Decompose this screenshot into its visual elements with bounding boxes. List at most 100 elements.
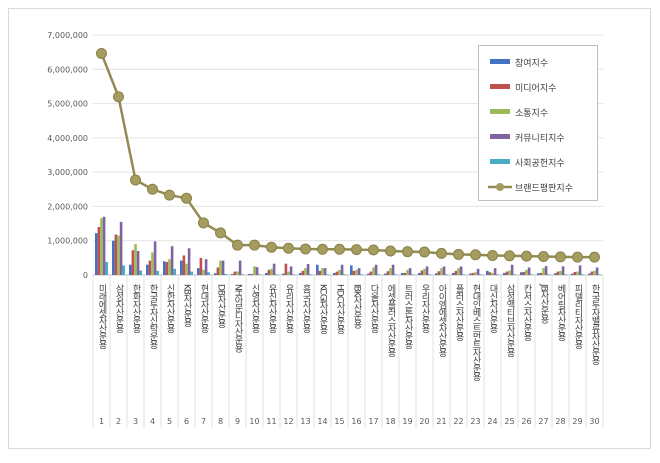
x-category-label: 트러스톤자산운용 — [403, 284, 413, 349]
line-point — [164, 189, 175, 201]
bar-소통지수 — [542, 268, 545, 275]
bar-소통지수 — [270, 268, 273, 275]
bar-미디어지수 — [335, 271, 339, 275]
line-point — [453, 248, 464, 260]
legend-swatch — [490, 134, 510, 139]
legend-swatch — [490, 84, 510, 89]
bar-소통지수 — [202, 269, 205, 275]
y-tick-label: 7,000,000 — [47, 31, 88, 40]
x-category-label: 유리자산운용 — [284, 284, 294, 333]
bar-참여지수 — [435, 273, 438, 275]
bar-소통지수 — [338, 269, 341, 275]
bar-미디어지수 — [420, 270, 424, 275]
legend-label: 미디어지수 — [515, 83, 556, 94]
line-point — [538, 250, 549, 262]
bar-커뮤니티지수 — [204, 259, 208, 275]
bar-사회공헌지수 — [105, 261, 108, 275]
y-tick-label: 4,000,000 — [47, 134, 88, 143]
bar-소통지수 — [321, 268, 324, 275]
x-category-label: 에셋플러스자산운용 — [386, 284, 396, 357]
bar-참여지수 — [95, 233, 98, 275]
bar-사회공헌지수 — [326, 274, 329, 275]
bar-참여지수 — [588, 273, 591, 275]
bar-소통지수 — [576, 271, 579, 275]
x-rank-label: 25 — [504, 417, 514, 426]
x-rank-label: 18 — [385, 417, 395, 426]
bar-커뮤니티지수 — [170, 246, 174, 275]
line-point — [589, 251, 600, 263]
bar-미디어지수 — [454, 270, 458, 275]
bar-사회공헌지수 — [258, 274, 261, 275]
x-category-label: NH아문디자산운용 — [233, 284, 243, 352]
bar-참여지수 — [418, 272, 421, 275]
bar-커뮤니티지수 — [323, 268, 327, 275]
bar-소통지수 — [559, 270, 562, 275]
bar-미디어지수 — [182, 255, 186, 275]
bar-소통지수 — [100, 218, 103, 275]
bar-소통지수 — [185, 263, 188, 275]
legend-label: 커뮤니티지수 — [515, 133, 565, 144]
bar-소통지수 — [389, 268, 392, 275]
bar-참여지수 — [197, 268, 200, 275]
x-rank-label: 4 — [150, 417, 155, 426]
bar-참여지수 — [316, 264, 319, 275]
line-point — [249, 239, 260, 251]
bar-소통지수 — [287, 271, 290, 275]
bar-미디어지수 — [437, 271, 441, 275]
x-rank-label: 1 — [99, 417, 104, 426]
bar-사회공헌지수 — [309, 274, 312, 275]
bar-사회공헌지수 — [224, 273, 227, 275]
x-category-label: 신한자산운용 — [165, 284, 175, 333]
bar-커뮤니티지수 — [527, 267, 531, 275]
bar-사회공헌지수 — [513, 274, 516, 275]
line-point — [572, 251, 583, 263]
legend-box — [478, 45, 598, 201]
bar-커뮤니티지수 — [272, 263, 276, 275]
legend-label: 사회공헌지수 — [515, 158, 565, 169]
bar-사회공헌지수 — [122, 265, 125, 275]
x-rank-label: 12 — [283, 417, 293, 426]
x-rank-label: 2 — [116, 417, 121, 426]
bar-사회공헌지수 — [292, 274, 295, 275]
y-tick-label: 3,000,000 — [47, 168, 88, 177]
bar-소통지수 — [134, 244, 137, 275]
legend-marker — [496, 183, 504, 191]
bar-커뮤니티지수 — [476, 268, 480, 275]
bar-참여지수 — [333, 272, 336, 275]
bar-사회공헌지수 — [445, 274, 448, 275]
legend-label: 참여지수 — [515, 57, 548, 69]
x-rank-label: 11 — [266, 417, 276, 426]
x-category-label: DB자산운용 — [216, 284, 226, 328]
x-category-label: 베어링자산운용 — [556, 284, 566, 341]
bar-미디어지수 — [131, 250, 135, 275]
legend-label: 브랜드평판지수 — [515, 183, 573, 194]
bar-미디어지수 — [471, 272, 475, 275]
x-rank-label: 13 — [300, 417, 310, 426]
x-category-label: 유진자산운용 — [267, 284, 277, 333]
bar-커뮤니티지수 — [561, 266, 565, 275]
bar-미디어지수 — [556, 271, 560, 275]
line-point — [351, 244, 362, 256]
bar-커뮤니티지수 — [391, 264, 395, 275]
bar-사회공헌지수 — [156, 270, 159, 275]
bar-참여지수 — [503, 272, 506, 275]
bar-사회공헌지수 — [139, 270, 142, 275]
bar-커뮤니티지수 — [153, 241, 157, 275]
bar-커뮤니티지수 — [187, 248, 191, 275]
line-point — [232, 239, 243, 251]
bar-소통지수 — [457, 268, 460, 275]
line-point — [113, 91, 124, 103]
legend-swatch — [490, 109, 510, 114]
bar-사회공헌지수 — [207, 272, 210, 275]
bar-참여지수 — [554, 273, 557, 275]
bar-커뮤니티지수 — [544, 266, 548, 275]
bar-미디어지수 — [522, 271, 526, 275]
line-point — [96, 48, 107, 60]
bar-참여지수 — [265, 272, 268, 275]
x-category-label: 삼성액티브자산운용 — [505, 284, 515, 357]
y-tick-label: 5,000,000 — [47, 100, 88, 109]
x-category-label: HDC자산운용 — [335, 284, 345, 334]
bar-미디어지수 — [488, 272, 492, 275]
bar-미디어지수 — [539, 272, 543, 275]
